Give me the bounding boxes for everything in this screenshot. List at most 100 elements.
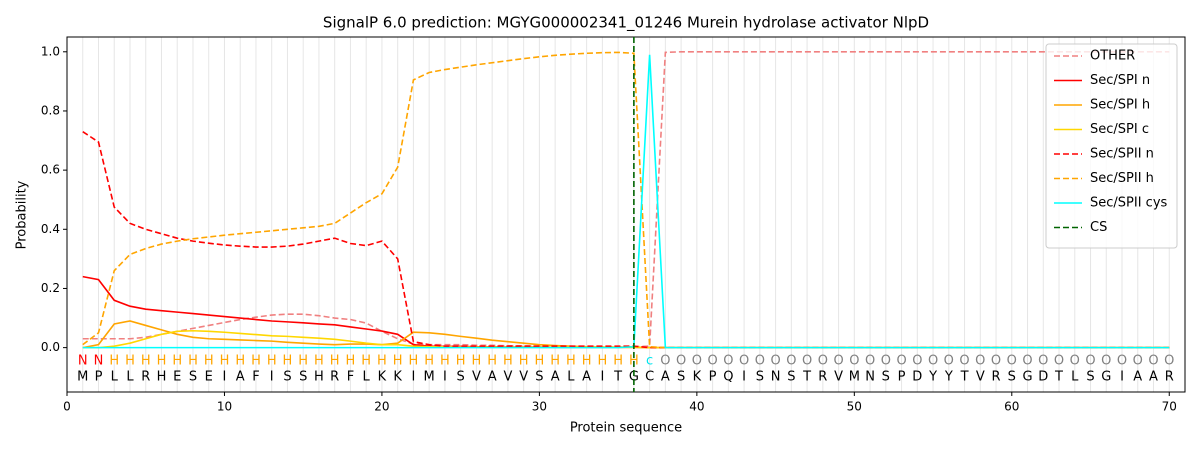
region-label: H	[440, 354, 450, 369]
residue-label: R	[992, 370, 1001, 385]
region-label: H	[393, 354, 403, 369]
region-label: H	[125, 354, 135, 369]
y-tick-label: 1.0	[41, 44, 60, 58]
y-tick-label: 0.4	[41, 222, 60, 236]
region-label: H	[519, 354, 529, 369]
residue-label: M	[849, 370, 860, 385]
region-label: O	[1117, 354, 1127, 369]
x-tick-label: 10	[217, 400, 232, 414]
residue-label: D	[1038, 370, 1048, 385]
residue-label: T	[1054, 370, 1063, 385]
residue-label: I	[1120, 370, 1124, 385]
region-label: c	[646, 354, 653, 369]
residue-label: R	[330, 370, 339, 385]
region-label: O	[1085, 354, 1095, 369]
region-label: H	[424, 354, 434, 369]
residue-label: V	[976, 370, 985, 385]
residue-label: S	[299, 370, 307, 385]
region-label: O	[959, 354, 969, 369]
residue-label: E	[205, 370, 213, 385]
y-tick-label: 0.2	[41, 281, 60, 295]
residue-label: D	[912, 370, 922, 385]
residue-label: L	[1071, 370, 1079, 385]
y-tick-label: 0.0	[41, 340, 60, 354]
residue-label: L	[567, 370, 575, 385]
residue-label: M	[424, 370, 435, 385]
residue-label: S	[283, 370, 291, 385]
residue-label: I	[270, 370, 274, 385]
residue-label: I	[443, 370, 447, 385]
region-label: O	[707, 354, 717, 369]
region-label: O	[881, 354, 891, 369]
region-label: H	[267, 354, 277, 369]
region-label: O	[1133, 354, 1143, 369]
region-label: H	[409, 354, 419, 369]
residue-label: P	[95, 370, 103, 385]
residue-label: L	[126, 370, 134, 385]
region-label: H	[503, 354, 513, 369]
x-tick-label: 70	[1162, 400, 1177, 414]
residue-label: C	[645, 370, 654, 385]
x-tick-label: 60	[1004, 400, 1019, 414]
series-line	[82, 130, 1170, 349]
residue-label: V	[834, 370, 843, 385]
residue-label: P	[709, 370, 717, 385]
region-label: H	[330, 354, 340, 369]
region-label: O	[1038, 354, 1048, 369]
residue-label: I	[412, 370, 416, 385]
region-label: O	[802, 354, 812, 369]
residue-label: I	[223, 370, 227, 385]
series-line	[82, 54, 1170, 349]
residue-label: P	[898, 370, 906, 385]
region-label: O	[770, 354, 780, 369]
region-label: H	[298, 354, 308, 369]
residue-label: S	[882, 370, 890, 385]
legend-label: Sec/SPII n	[1090, 147, 1154, 162]
region-label: O	[1101, 354, 1111, 369]
legend-label: CS	[1090, 220, 1107, 235]
region-label: O	[1164, 354, 1174, 369]
residue-label: A	[551, 370, 560, 385]
residue-label: R	[141, 370, 150, 385]
region-label: H	[220, 354, 230, 369]
region-label: H	[377, 354, 387, 369]
region-label: H	[535, 354, 545, 369]
residue-label: A	[1149, 370, 1158, 385]
region-label: O	[975, 354, 985, 369]
series-line	[82, 50, 1170, 348]
residue-label: V	[519, 370, 528, 385]
legend: OTHER Sec/SPI n Sec/SPI h Sec/SPI c Sec/SPII…	[1045, 43, 1178, 249]
region-label: O	[692, 354, 702, 369]
region-label: O	[833, 354, 843, 369]
region-label: O	[991, 354, 1001, 369]
residue-label: V	[503, 370, 512, 385]
region-label: O	[739, 354, 749, 369]
region-label: O	[912, 354, 922, 369]
region-label: O	[1022, 354, 1032, 369]
region-label: O	[786, 354, 796, 369]
region-label: H	[361, 354, 371, 369]
region-label: H	[157, 354, 167, 369]
residue-label: I	[600, 370, 604, 385]
residue-label: S	[457, 370, 465, 385]
x-tick-label: 0	[63, 400, 71, 414]
region-label: H	[204, 354, 214, 369]
region-label: H	[283, 354, 293, 369]
legend-box	[1045, 43, 1178, 249]
region-label: O	[849, 354, 859, 369]
y-axis-label: Probability	[15, 180, 30, 249]
residue-label: S	[756, 370, 764, 385]
region-label: O	[865, 354, 875, 369]
region-label: H	[109, 354, 119, 369]
residue-label: T	[613, 370, 622, 385]
residue-label: S	[535, 370, 543, 385]
series-line	[82, 275, 1170, 349]
legend-label: Sec/SPI c	[1090, 122, 1149, 137]
residue-label: K	[393, 370, 402, 385]
region-label: O	[660, 354, 670, 369]
residue-label: Y	[944, 370, 953, 385]
residue-label: A	[1133, 370, 1142, 385]
residue-label: A	[488, 370, 497, 385]
residue-label: Y	[928, 370, 937, 385]
